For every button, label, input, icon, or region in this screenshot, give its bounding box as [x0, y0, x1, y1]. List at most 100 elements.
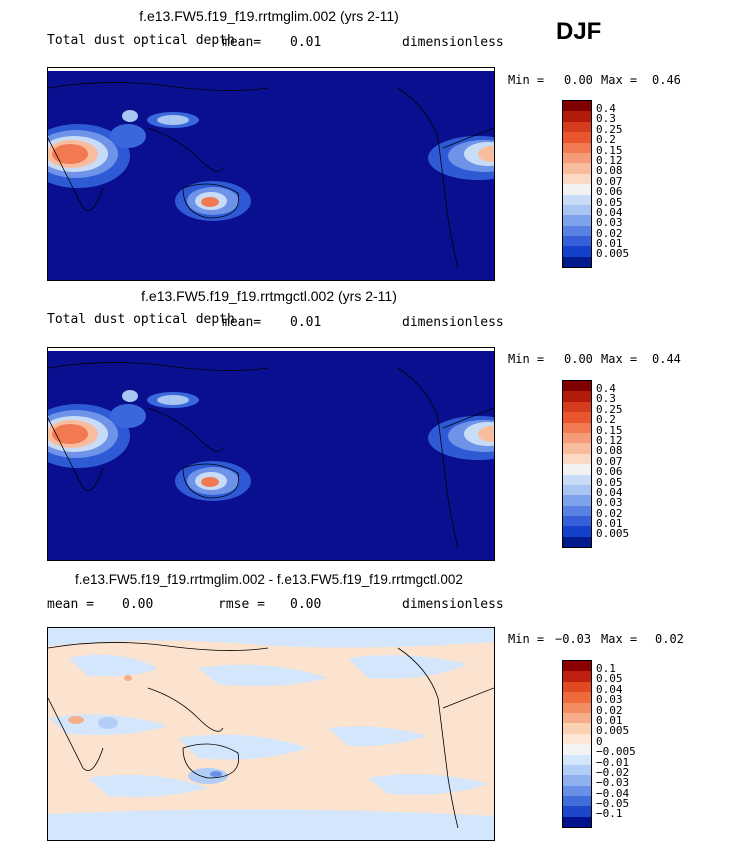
colorbar-swatch — [563, 422, 591, 433]
colorbar-swatch — [563, 412, 591, 423]
colorbar-swatch — [563, 785, 591, 797]
colorbar-tick-label: −0.1 — [596, 807, 623, 821]
colorbar-swatch — [563, 505, 591, 517]
colorbar-tick-label: 0.25 — [596, 122, 623, 136]
season-label: DJF — [556, 18, 602, 45]
colorbar-swatch — [563, 796, 591, 807]
panel2-mean-value: 0.01 — [290, 315, 322, 330]
panel3-units: dimensionless — [402, 597, 504, 612]
panel3-mean-label: mean = — [47, 597, 94, 612]
colorbar-tick-label: 0.01 — [596, 713, 623, 727]
panel1-colorbar-ticks: 0.4 0.3 0.25 0.2 0.15 0.12 0.08 0.07 0.06 0.05 0.0… — [596, 102, 630, 261]
colorbar-tick-label: 0.3 — [596, 392, 616, 406]
colorbar-tick-label: 0.05 — [596, 475, 623, 489]
panel1-map — [47, 67, 495, 281]
colorbar-swatch — [563, 101, 591, 112]
colorbar-swatch — [563, 692, 591, 703]
colorbar-tick-label: 0.2 — [596, 133, 616, 147]
colorbar-tick-label: 0.02 — [596, 226, 623, 240]
colorbar-tick-label: 0.06 — [596, 185, 623, 199]
colorbar-swatch — [563, 163, 591, 174]
panel3-mean-value: 0.00 — [122, 597, 154, 612]
colorbar-swatch — [563, 484, 591, 496]
panel1-mean-label: mean= — [222, 35, 262, 50]
panel3-map — [47, 627, 495, 841]
colorbar-tick-label: 0.12 — [596, 433, 623, 447]
colorbar-tick-label: 0.12 — [596, 153, 623, 167]
panel1-mean-value: 0.01 — [290, 35, 322, 50]
colorbar-swatch — [563, 391, 591, 402]
colorbar-swatch — [563, 474, 591, 485]
colorbar-tick-label: 0.005 — [596, 247, 630, 261]
colorbar-swatch — [563, 121, 591, 133]
panel2-title: f.e13.FW5.f19_f19.rrtmgctl.002 (yrs 2-11… — [141, 288, 397, 304]
colorbar-swatch — [563, 236, 591, 247]
colorbar-swatch — [563, 256, 591, 268]
colorbar-swatch — [563, 754, 591, 765]
panel1-field-label: Total dust optical depth — [47, 33, 235, 48]
colorbar-swatch — [563, 453, 591, 465]
colorbar-tick-label: −0.05 — [596, 797, 630, 811]
colorbar-swatch — [563, 152, 591, 164]
colorbar-tick-label: 0.15 — [596, 143, 623, 157]
colorbar-tick-label: 0.4 — [596, 102, 616, 115]
colorbar-tick-label: 0.1 — [596, 662, 616, 675]
colorbar-swatch — [563, 661, 591, 672]
colorbar-swatch — [563, 744, 591, 755]
colorbar-swatch — [563, 712, 591, 724]
colorbar-tick-label: 0 — [596, 734, 603, 748]
panel3-max-value: 0.02 — [655, 632, 684, 646]
panel2-mean-label: mean= — [222, 315, 262, 330]
colorbar-swatch — [563, 225, 591, 237]
colorbar-tick-label: 0.3 — [596, 112, 616, 126]
colorbar-swatch — [563, 432, 591, 444]
colorbar-swatch — [563, 173, 591, 185]
colorbar-swatch — [563, 681, 591, 693]
colorbar-swatch — [563, 702, 591, 713]
panel2-map — [47, 347, 495, 561]
colorbar-tick-label: 0.07 — [596, 174, 623, 188]
colorbar-swatch — [563, 215, 591, 226]
panel3-max-label: Max = — [601, 632, 638, 646]
colorbar-tick-label: 0.07 — [596, 454, 623, 468]
colorbar-swatch — [563, 816, 591, 828]
colorbar-swatch — [563, 194, 591, 205]
colorbar-tick-label: −0.04 — [596, 786, 630, 800]
colorbar-tick-label: 0.08 — [596, 444, 623, 458]
colorbar-tick-label: 0.04 — [596, 682, 623, 696]
colorbar-tick-label: 0.03 — [596, 496, 623, 510]
colorbar-swatch — [563, 132, 591, 143]
panel1-min-value: 0.00 — [564, 73, 593, 87]
colorbar-tick-label: 0.05 — [596, 672, 623, 686]
colorbar-tick-label: 0.2 — [596, 413, 616, 427]
colorbar-tick-label: 0.005 — [596, 527, 630, 541]
panel1-max-value: 0.46 — [652, 73, 681, 87]
panel3-title: f.e13.FW5.f19_f19.rrtmglim.002 - f.e13.F… — [75, 572, 463, 587]
colorbar-tick-label: 0.04 — [596, 205, 623, 219]
colorbar-tick-label: 0.04 — [596, 485, 623, 499]
colorbar-tick-label: −0.03 — [596, 776, 630, 790]
panel3-min-value: −0.03 — [555, 632, 592, 646]
panel1-colorbar — [562, 100, 592, 269]
colorbar-tick-label: −0.01 — [596, 755, 630, 769]
colorbar-tick-label: −0.02 — [596, 765, 630, 779]
colorbar-tick-label: 0.03 — [596, 693, 623, 707]
panel2-min-label: Min = — [508, 352, 545, 366]
colorbar-tick-label: 0.4 — [596, 382, 616, 395]
panel1-title: f.e13.FW5.f19_f19.rrtmglim.002 (yrs 2-11… — [139, 8, 399, 24]
colorbar-swatch — [563, 246, 591, 257]
colorbar-swatch — [563, 142, 591, 153]
panel3-rmse-value: 0.00 — [290, 597, 322, 612]
colorbar-tick-label: 0.03 — [596, 216, 623, 230]
colorbar-tick-label: 0.01 — [596, 237, 623, 251]
colorbar-tick-label: 0.005 — [596, 724, 630, 738]
colorbar-swatch — [563, 401, 591, 413]
colorbar-tick-label: 0.02 — [596, 703, 623, 717]
colorbar-tick-label: 0.05 — [596, 195, 623, 209]
panel2-min-value: 0.00 — [564, 352, 593, 366]
panel2-colorbar — [562, 380, 592, 549]
panel3-colorbar — [562, 660, 592, 829]
panel1-max-label: Max = — [601, 73, 638, 87]
colorbar-tick-label: 0.02 — [596, 506, 623, 520]
colorbar-swatch — [563, 733, 591, 745]
